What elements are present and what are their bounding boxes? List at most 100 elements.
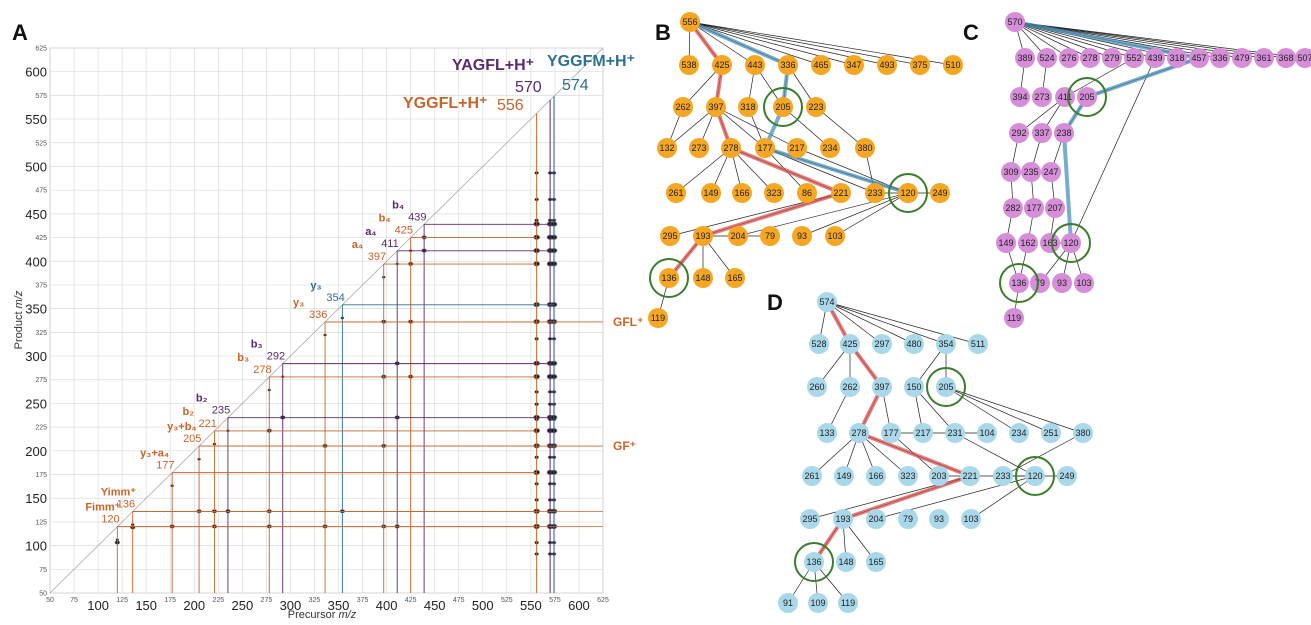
network-node bbox=[1232, 48, 1252, 68]
network-node bbox=[1004, 308, 1024, 328]
network-node bbox=[825, 226, 845, 246]
network-node bbox=[725, 268, 745, 288]
network-node-label: 193 bbox=[695, 231, 710, 241]
network-node bbox=[855, 138, 875, 158]
network-node-label: 380 bbox=[857, 143, 872, 153]
network-node-label: 261 bbox=[668, 188, 683, 198]
network-node-label: 323 bbox=[766, 188, 781, 198]
network-node bbox=[996, 233, 1016, 253]
network-edge bbox=[730, 147, 775, 194]
network-node-label: 528 bbox=[811, 339, 826, 349]
network-node-label: 273 bbox=[691, 143, 706, 153]
network-node-label: 166 bbox=[734, 188, 749, 198]
network-edge bbox=[834, 192, 909, 237]
y-tick-label: 375 bbox=[35, 282, 47, 289]
network-node-label: 538 bbox=[681, 60, 696, 70]
network-node-label: 278 bbox=[1082, 53, 1097, 63]
network-node-label: 233 bbox=[995, 471, 1010, 481]
network-edge bbox=[782, 106, 831, 149]
highlight-path bbox=[729, 146, 843, 195]
network-node-label: 119 bbox=[1007, 313, 1021, 323]
x-tick-label: 300 bbox=[280, 598, 302, 613]
y-tick-label: 400 bbox=[25, 254, 47, 269]
network-node bbox=[838, 593, 858, 613]
y-tick-label: 225 bbox=[35, 425, 47, 432]
network-node-label: 425 bbox=[842, 339, 857, 349]
network-node bbox=[1024, 198, 1044, 218]
network-node-label: 278 bbox=[723, 143, 738, 153]
network-node-label: 251 bbox=[1043, 428, 1058, 438]
network-node bbox=[904, 334, 924, 354]
network-node-label: 132 bbox=[659, 143, 674, 153]
highlight-path bbox=[701, 191, 843, 238]
network-edge bbox=[858, 432, 909, 477]
network-node bbox=[1061, 233, 1081, 253]
network-node-label: 204 bbox=[730, 231, 745, 241]
network-node bbox=[773, 97, 793, 117]
network-node bbox=[1041, 162, 1061, 182]
network-node-label: 262 bbox=[842, 382, 857, 392]
network-node bbox=[1045, 198, 1065, 218]
network-node-label: 165 bbox=[868, 557, 883, 567]
network-node bbox=[849, 423, 869, 443]
network-node-label: 457 bbox=[1191, 53, 1206, 63]
network-node-label: 136 bbox=[1011, 278, 1026, 288]
network-edge bbox=[954, 432, 1036, 477]
x-tick-label: 525 bbox=[501, 597, 513, 604]
network-node bbox=[787, 138, 807, 158]
network-node bbox=[1041, 423, 1061, 443]
network-node-label: 249 bbox=[1059, 471, 1074, 481]
network-node bbox=[1037, 48, 1057, 68]
highlight-circle bbox=[926, 367, 966, 407]
network-node-label: 465 bbox=[813, 60, 828, 70]
network-node bbox=[706, 97, 726, 117]
network-node-label: 318 bbox=[740, 102, 755, 112]
network-node-label: 556 bbox=[682, 17, 697, 27]
network-node-label: 136 bbox=[806, 557, 821, 567]
highlight-circle bbox=[649, 258, 689, 298]
network-node-label: 177 bbox=[883, 428, 898, 438]
network-node-label: 231 bbox=[947, 428, 962, 438]
network-node-label: 297 bbox=[874, 339, 889, 349]
panel-label-b: B bbox=[655, 20, 671, 45]
network-node-label: 120 bbox=[1063, 238, 1078, 248]
fragment-mz: 292 bbox=[267, 351, 285, 363]
network-node-label: 104 bbox=[979, 428, 994, 438]
network-node bbox=[866, 466, 886, 486]
x-tick-label: 475 bbox=[453, 597, 465, 604]
network-node-label: 375 bbox=[912, 60, 927, 70]
network-node-label: 120 bbox=[900, 188, 915, 198]
network-node bbox=[804, 552, 824, 572]
y-tick-label: 250 bbox=[25, 396, 47, 411]
network-node bbox=[1254, 48, 1274, 68]
network-node bbox=[898, 466, 918, 486]
network-edge bbox=[689, 21, 756, 66]
network-node bbox=[679, 55, 699, 75]
fragment-mz: 235 bbox=[212, 405, 230, 417]
network-node bbox=[831, 183, 851, 203]
network-node bbox=[1001, 162, 1021, 182]
network-node bbox=[1080, 48, 1100, 68]
x-tick-label: 625 bbox=[597, 597, 609, 604]
y-tick-label: 450 bbox=[25, 207, 47, 222]
network-node bbox=[1009, 273, 1029, 293]
network-node-label: 103 bbox=[1076, 278, 1091, 288]
y-tick-label: 100 bbox=[25, 539, 47, 554]
network-edge bbox=[815, 106, 866, 149]
fragment-mz: 354 bbox=[326, 292, 344, 304]
fragment-lines bbox=[116, 96, 603, 593]
y-tick-label: 325 bbox=[35, 330, 47, 337]
x-tick-label: 425 bbox=[405, 597, 417, 604]
network-node-label: 193 bbox=[835, 514, 850, 524]
network-node-label: 86 bbox=[802, 188, 812, 198]
fragment-label: Yimm⁺ bbox=[101, 486, 137, 498]
network-node-label: 397 bbox=[708, 102, 723, 112]
network-node-label: 217 bbox=[789, 143, 804, 153]
network-node-label: 411 bbox=[1058, 92, 1072, 102]
network-node bbox=[745, 55, 765, 75]
x-tick-label: 600 bbox=[568, 598, 590, 613]
network-node bbox=[945, 423, 965, 443]
x-axis-title: Precursor m/z bbox=[288, 609, 357, 621]
fragment-mz: 136 bbox=[117, 498, 135, 510]
network-node-label: 148 bbox=[838, 557, 853, 567]
